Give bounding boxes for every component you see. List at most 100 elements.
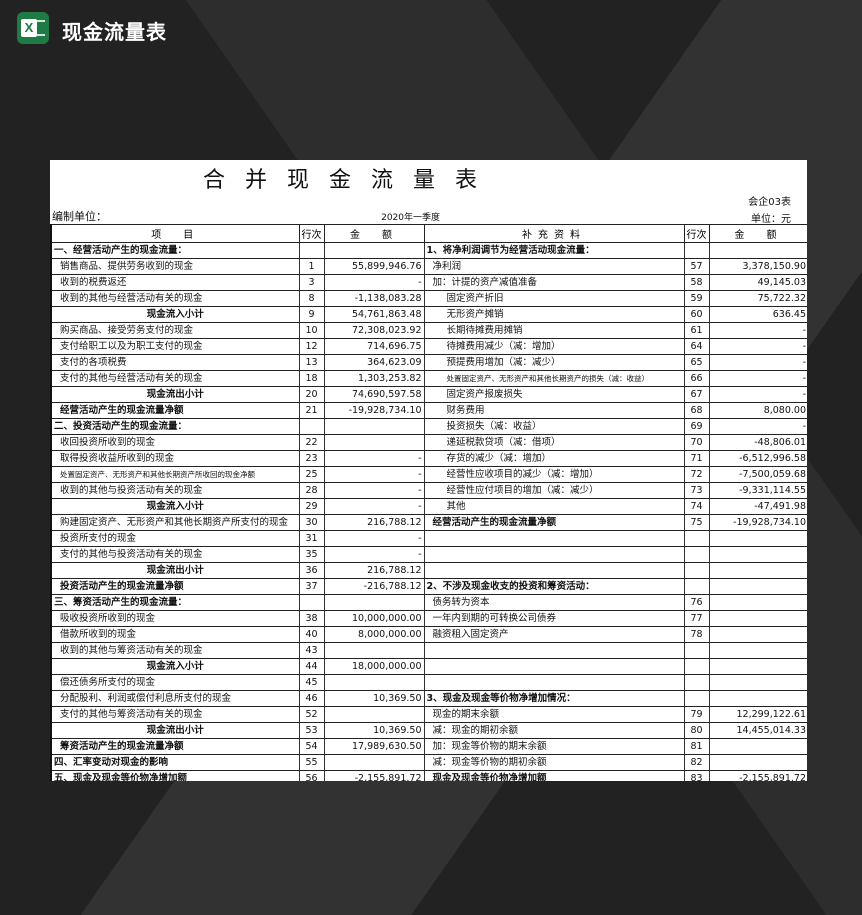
row-amount[interactable] bbox=[708, 530, 807, 547]
row-amount[interactable] bbox=[708, 610, 807, 627]
row-item[interactable]: 3、现金及现金等价物净增加情况： bbox=[423, 690, 684, 707]
row-amount[interactable]: -1,138,083.28 bbox=[323, 290, 424, 307]
row-item[interactable]: 偿还债务所支付的现金 bbox=[50, 674, 299, 691]
row-item[interactable]: 融资租入固定资产 bbox=[423, 626, 684, 643]
row-line-number[interactable] bbox=[298, 418, 324, 435]
row-line-number[interactable]: 83 bbox=[683, 770, 709, 781]
row-line-number[interactable]: 79 bbox=[683, 706, 709, 723]
row-line-number[interactable]: 13 bbox=[298, 354, 324, 371]
row-amount[interactable]: 74,690,597.58 bbox=[323, 386, 424, 403]
row-amount[interactable] bbox=[708, 242, 807, 259]
row-amount[interactable] bbox=[708, 594, 807, 611]
row-item[interactable]: 净利润 bbox=[423, 258, 684, 275]
row-amount[interactable] bbox=[708, 754, 807, 771]
row-amount[interactable]: 10,000,000.00 bbox=[323, 610, 424, 627]
row-line-number[interactable] bbox=[683, 690, 709, 707]
row-item[interactable]: 减：现金等价物的期初余额 bbox=[423, 754, 684, 771]
row-line-number[interactable]: 70 bbox=[683, 434, 709, 451]
row-item[interactable]: 现金流出小计 bbox=[50, 386, 299, 403]
row-line-number[interactable]: 59 bbox=[683, 290, 709, 307]
row-line-number[interactable]: 54 bbox=[298, 738, 324, 755]
row-amount[interactable]: - bbox=[708, 338, 807, 355]
row-line-number[interactable] bbox=[683, 674, 709, 691]
row-item[interactable]: 购建固定资产、无形资产和其他长期资产所支付的现金 bbox=[50, 514, 299, 531]
row-line-number[interactable] bbox=[298, 242, 324, 259]
row-line-number[interactable]: 20 bbox=[298, 386, 324, 403]
row-amount[interactable]: -9,331,114.55 bbox=[708, 482, 807, 499]
row-line-number[interactable]: 57 bbox=[683, 258, 709, 275]
row-line-number[interactable] bbox=[683, 242, 709, 259]
row-line-number[interactable]: 8 bbox=[298, 290, 324, 307]
row-amount[interactable]: -7,500,059.68 bbox=[708, 466, 807, 483]
row-item[interactable]: 经营性应付项目的增加（减：减少） bbox=[423, 482, 684, 499]
row-item[interactable] bbox=[423, 562, 684, 579]
row-amount[interactable]: - bbox=[323, 274, 424, 291]
row-item[interactable]: 财务费用 bbox=[423, 402, 684, 419]
row-amount[interactable] bbox=[323, 754, 424, 771]
row-line-number[interactable]: 3 bbox=[298, 274, 324, 291]
row-item[interactable]: 投资所支付的现金 bbox=[50, 530, 299, 547]
row-item[interactable]: 五、现金及现金等价物净增加额 bbox=[50, 770, 299, 781]
row-item[interactable]: 固定资产折旧 bbox=[423, 290, 684, 307]
row-line-number[interactable]: 38 bbox=[298, 610, 324, 627]
row-line-number[interactable]: 65 bbox=[683, 354, 709, 371]
row-item[interactable]: 现金流入小计 bbox=[50, 498, 299, 515]
row-amount[interactable]: 364,623.09 bbox=[323, 354, 424, 371]
row-item[interactable] bbox=[423, 546, 684, 563]
row-item[interactable]: 加：计提的资产减值准备 bbox=[423, 274, 684, 291]
row-amount[interactable] bbox=[708, 674, 807, 691]
row-line-number[interactable]: 9 bbox=[298, 306, 324, 323]
row-item[interactable]: 收到的其他与投资活动有关的现金 bbox=[50, 482, 299, 499]
row-item[interactable]: 现金流出小计 bbox=[50, 562, 299, 579]
row-amount[interactable]: 12,299,122.61 bbox=[708, 706, 807, 723]
row-line-number[interactable]: 40 bbox=[298, 626, 324, 643]
row-amount[interactable] bbox=[323, 242, 424, 259]
row-item[interactable]: 固定资产报废损失 bbox=[423, 386, 684, 403]
row-line-number[interactable]: 44 bbox=[298, 658, 324, 675]
row-amount[interactable]: -47,491.98 bbox=[708, 498, 807, 515]
row-line-number[interactable]: 69 bbox=[683, 418, 709, 435]
row-amount[interactable]: 3,378,150.90 bbox=[708, 258, 807, 275]
row-line-number[interactable]: 43 bbox=[298, 642, 324, 659]
row-item[interactable]: 投资损失（减：收益） bbox=[423, 418, 684, 435]
row-item[interactable]: 债务转为资本 bbox=[423, 594, 684, 611]
row-item[interactable]: 收到的其他与筹资活动有关的现金 bbox=[50, 642, 299, 659]
row-line-number[interactable]: 35 bbox=[298, 546, 324, 563]
row-amount[interactable]: 72,308,023.92 bbox=[323, 322, 424, 339]
row-item[interactable] bbox=[423, 642, 684, 659]
row-line-number[interactable]: 82 bbox=[683, 754, 709, 771]
row-item[interactable]: 收回投资所收到的现金 bbox=[50, 434, 299, 451]
row-line-number[interactable]: 31 bbox=[298, 530, 324, 547]
row-item[interactable]: 收到的其他与经营活动有关的现金 bbox=[50, 290, 299, 307]
row-amount[interactable] bbox=[708, 690, 807, 707]
row-item[interactable]: 销售商品、提供劳务收到的现金 bbox=[50, 258, 299, 275]
row-amount[interactable]: - bbox=[323, 546, 424, 563]
row-item[interactable]: 购买商品、接受劳务支付的现金 bbox=[50, 322, 299, 339]
row-line-number[interactable]: 60 bbox=[683, 306, 709, 323]
row-line-number[interactable]: 76 bbox=[683, 594, 709, 611]
row-line-number[interactable]: 66 bbox=[683, 370, 709, 387]
row-item[interactable]: 现金流出小计 bbox=[50, 722, 299, 739]
row-amount[interactable]: 1,303,253.82 bbox=[323, 370, 424, 387]
row-line-number[interactable] bbox=[683, 530, 709, 547]
row-item[interactable]: 收到的税费返还 bbox=[50, 274, 299, 291]
row-amount[interactable]: 10,369.50 bbox=[323, 722, 424, 739]
row-line-number[interactable]: 28 bbox=[298, 482, 324, 499]
row-amount[interactable] bbox=[708, 562, 807, 579]
row-item[interactable]: 现金流入小计 bbox=[50, 306, 299, 323]
row-item[interactable] bbox=[423, 530, 684, 547]
row-item[interactable]: 筹资活动产生的现金流量净额 bbox=[50, 738, 299, 755]
row-amount[interactable]: -48,806.01 bbox=[708, 434, 807, 451]
row-line-number[interactable]: 78 bbox=[683, 626, 709, 643]
row-line-number[interactable] bbox=[683, 642, 709, 659]
row-item[interactable]: 处置固定资产、无形资产和其他长期资产所收回的现金净额 bbox=[50, 466, 299, 483]
row-amount[interactable]: 75,722.32 bbox=[708, 290, 807, 307]
row-amount[interactable]: 216,788.12 bbox=[323, 514, 424, 531]
row-amount[interactable]: -19,928,734.10 bbox=[323, 402, 424, 419]
row-line-number[interactable]: 53 bbox=[298, 722, 324, 739]
row-line-number[interactable]: 25 bbox=[298, 466, 324, 483]
row-item[interactable]: 经营活动产生的现金流量净额 bbox=[50, 402, 299, 419]
row-line-number[interactable] bbox=[683, 562, 709, 579]
row-amount[interactable]: 54,761,863.48 bbox=[323, 306, 424, 323]
row-item[interactable]: 预提费用增加（减：减少） bbox=[423, 354, 684, 371]
